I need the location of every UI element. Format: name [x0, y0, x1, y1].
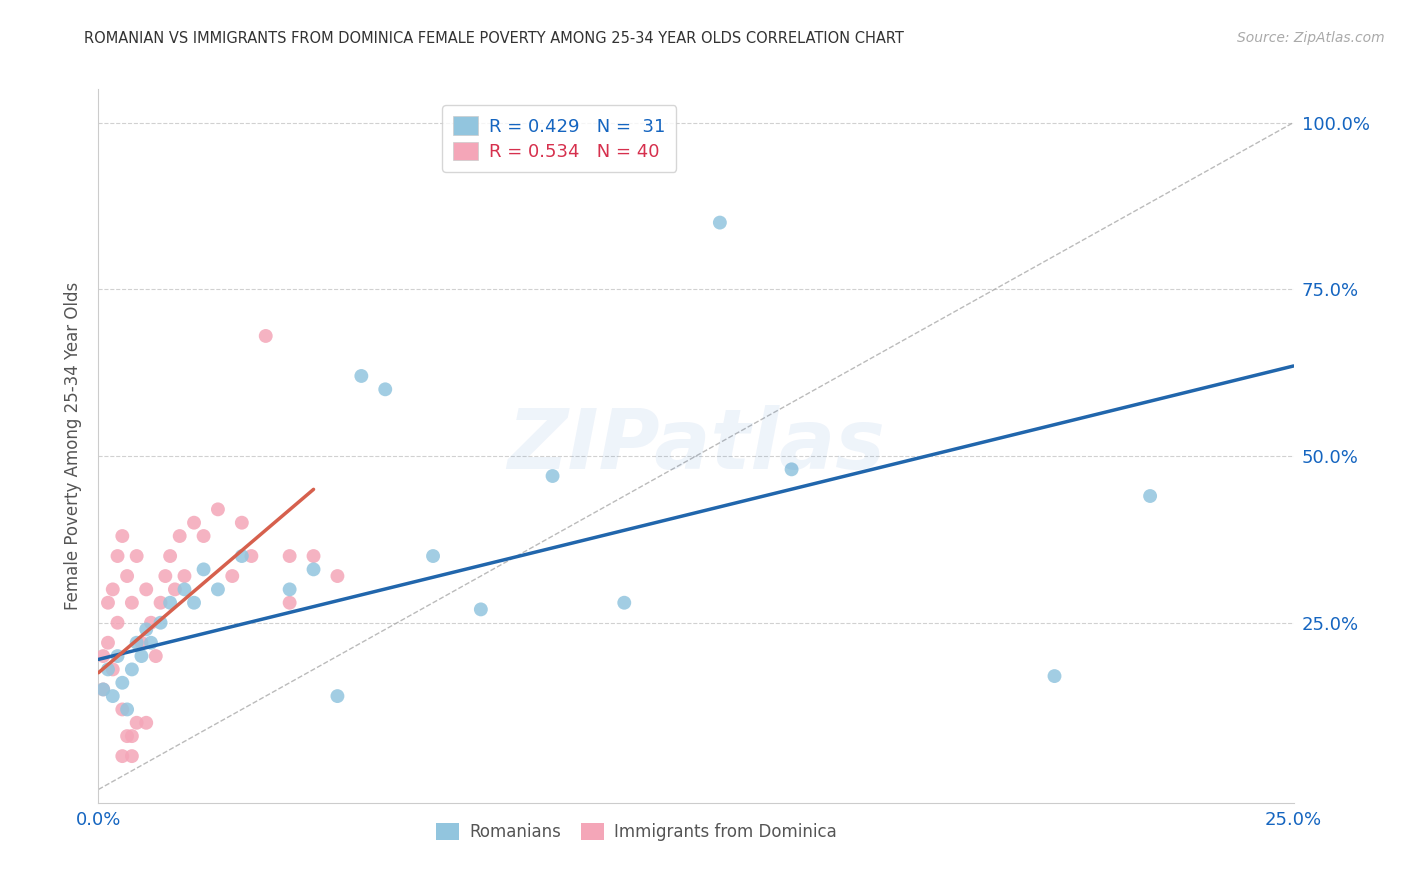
Point — [97, 596, 120, 610]
Y-axis label: Female Poverty Among 25-34 Year Olds: Female Poverty Among 25-34 Year Olds — [63, 282, 82, 610]
Point — [115, 569, 138, 583]
Text: ROMANIAN VS IMMIGRANTS FROM DOMINICA FEMALE POVERTY AMONG 25-34 YEAR OLDS CORREL: ROMANIAN VS IMMIGRANTS FROM DOMINICA FEM… — [84, 31, 904, 46]
Point — [121, 662, 143, 676]
Point — [278, 596, 301, 610]
Point — [107, 549, 129, 563]
Point — [135, 715, 157, 730]
Point — [221, 569, 243, 583]
Point — [350, 368, 373, 383]
Point — [107, 615, 129, 630]
Point — [101, 689, 124, 703]
Point — [125, 549, 148, 563]
Point — [139, 636, 162, 650]
Point — [121, 596, 143, 610]
Point — [91, 682, 114, 697]
Point — [231, 516, 253, 530]
Point — [302, 549, 325, 563]
Point — [115, 702, 138, 716]
Point — [91, 682, 114, 697]
Point — [125, 636, 148, 650]
Point — [613, 596, 636, 610]
Point — [121, 749, 143, 764]
Point — [97, 662, 120, 676]
Point — [111, 529, 134, 543]
Point — [111, 749, 134, 764]
Point — [183, 516, 205, 530]
Point — [780, 462, 803, 476]
Point — [422, 549, 444, 563]
Point — [169, 529, 191, 543]
Point — [145, 649, 167, 664]
Text: Source: ZipAtlas.com: Source: ZipAtlas.com — [1237, 31, 1385, 45]
Point — [278, 549, 301, 563]
Point — [111, 702, 134, 716]
Point — [155, 569, 177, 583]
Point — [159, 549, 181, 563]
Point — [107, 649, 129, 664]
Point — [1043, 669, 1066, 683]
Point — [121, 729, 143, 743]
Point — [91, 649, 114, 664]
Point — [131, 636, 153, 650]
Point — [135, 582, 157, 597]
Point — [173, 582, 195, 597]
Point — [470, 602, 492, 616]
Point — [183, 596, 205, 610]
Point — [302, 562, 325, 576]
Point — [254, 329, 277, 343]
Point — [149, 596, 172, 610]
Point — [125, 715, 148, 730]
Point — [326, 569, 349, 583]
Point — [135, 623, 157, 637]
Point — [193, 529, 215, 543]
Point — [1139, 489, 1161, 503]
Point — [159, 596, 181, 610]
Point — [115, 729, 138, 743]
Point — [207, 502, 229, 516]
Legend: Romanians, Immigrants from Dominica: Romanians, Immigrants from Dominica — [429, 816, 844, 848]
Point — [193, 562, 215, 576]
Point — [207, 582, 229, 597]
Point — [709, 216, 731, 230]
Point — [163, 582, 186, 597]
Point — [101, 582, 124, 597]
Point — [173, 569, 195, 583]
Point — [240, 549, 263, 563]
Point — [541, 469, 564, 483]
Point — [111, 675, 134, 690]
Point — [97, 636, 120, 650]
Point — [131, 649, 153, 664]
Point — [326, 689, 349, 703]
Point — [374, 382, 396, 396]
Point — [278, 582, 301, 597]
Point — [149, 615, 172, 630]
Point — [231, 549, 253, 563]
Text: ZIPatlas: ZIPatlas — [508, 406, 884, 486]
Point — [139, 615, 162, 630]
Point — [101, 662, 124, 676]
